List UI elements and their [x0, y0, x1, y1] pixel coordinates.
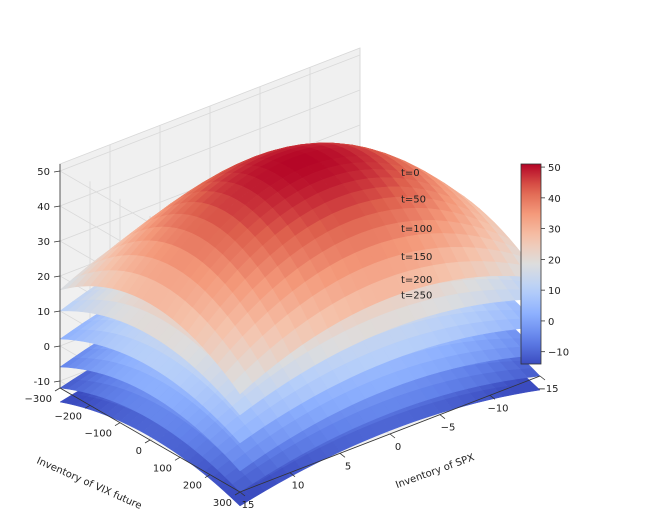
colorbar-tick-label: 30 [548, 225, 561, 236]
series-label: t=250 [401, 291, 432, 302]
colorbar-tick-label: 10 [548, 286, 561, 297]
z-tick-label: 40 [37, 202, 50, 213]
y-tick-label: 300 [213, 498, 232, 509]
colorbar-tick-label: −10 [548, 348, 569, 359]
z-tick-label: 50 [37, 167, 50, 178]
z-tick [53, 240, 61, 243]
series-label: t=0 [401, 168, 420, 179]
z-tick-label: 20 [37, 272, 50, 283]
surface-t=0 [59, 142, 541, 395]
x-tick [239, 491, 246, 497]
colorbar-tick-label: 40 [548, 194, 561, 205]
y-tick-label: 0 [136, 446, 142, 457]
surfaces [59, 142, 541, 507]
x-tick [539, 375, 546, 381]
series-label: t=200 [401, 275, 432, 286]
z-tick [53, 310, 61, 313]
y-tick [204, 474, 211, 479]
x-tick [339, 453, 346, 458]
z-tick-label: 0 [44, 342, 50, 353]
y-tick-label: −100 [85, 429, 112, 440]
x-tick-label: 10 [292, 481, 305, 492]
x-tick [389, 433, 396, 439]
x-tick [439, 414, 446, 419]
x-tick [489, 395, 496, 400]
y-tick-label: 200 [183, 481, 202, 492]
x-tick-label: −15 [537, 384, 558, 395]
z-tick [53, 345, 61, 348]
x-tick-label: 5 [345, 461, 351, 472]
x-tick-label: 0 [395, 442, 401, 453]
surface-patch [232, 371, 253, 395]
z-tick [53, 380, 61, 383]
y-tick [174, 456, 181, 461]
surface-patch [232, 490, 253, 507]
colorbar-tick-label: 20 [548, 255, 561, 266]
surface-patch [232, 424, 253, 444]
y-tick [84, 404, 91, 409]
y-tick [234, 491, 241, 496]
y-axis-label: Inventory of VIX future [35, 456, 143, 512]
series-label: t=150 [401, 252, 432, 263]
y-tick-label: −200 [55, 411, 82, 422]
colorbar: −10 0 10 20 30 40 50 [520, 163, 569, 365]
z-tick [53, 170, 61, 173]
series-labels: t=0 t=50 t=100 t=150 t=200 t=250 [401, 168, 432, 302]
surface-patch [232, 453, 253, 472]
x-axis-label: Inventory of SPX [394, 452, 476, 491]
colorbar-tick-label: 0 [548, 317, 554, 328]
x-tick [289, 472, 296, 477]
z-tick-label: -10 [34, 377, 50, 388]
x-tick-label: −10 [487, 403, 508, 414]
z-tick-label: 30 [37, 237, 50, 248]
surface-patch [232, 395, 253, 416]
z-tick-label: 10 [37, 307, 50, 318]
y-tick [114, 422, 121, 427]
x-tick-label: 15 [242, 500, 255, 511]
y-tick [144, 439, 151, 444]
z-tick [53, 275, 61, 278]
series-label: t=100 [401, 224, 432, 235]
y-tick [54, 387, 61, 392]
colorbar-fill [520, 163, 542, 365]
x-tick-label: −5 [441, 423, 456, 434]
series-label: t=50 [401, 194, 426, 205]
z-tick [53, 205, 61, 208]
y-tick-label: 100 [153, 463, 172, 474]
y-tick-label: −300 [25, 394, 52, 405]
colorbar-tick-label: 50 [548, 163, 561, 174]
